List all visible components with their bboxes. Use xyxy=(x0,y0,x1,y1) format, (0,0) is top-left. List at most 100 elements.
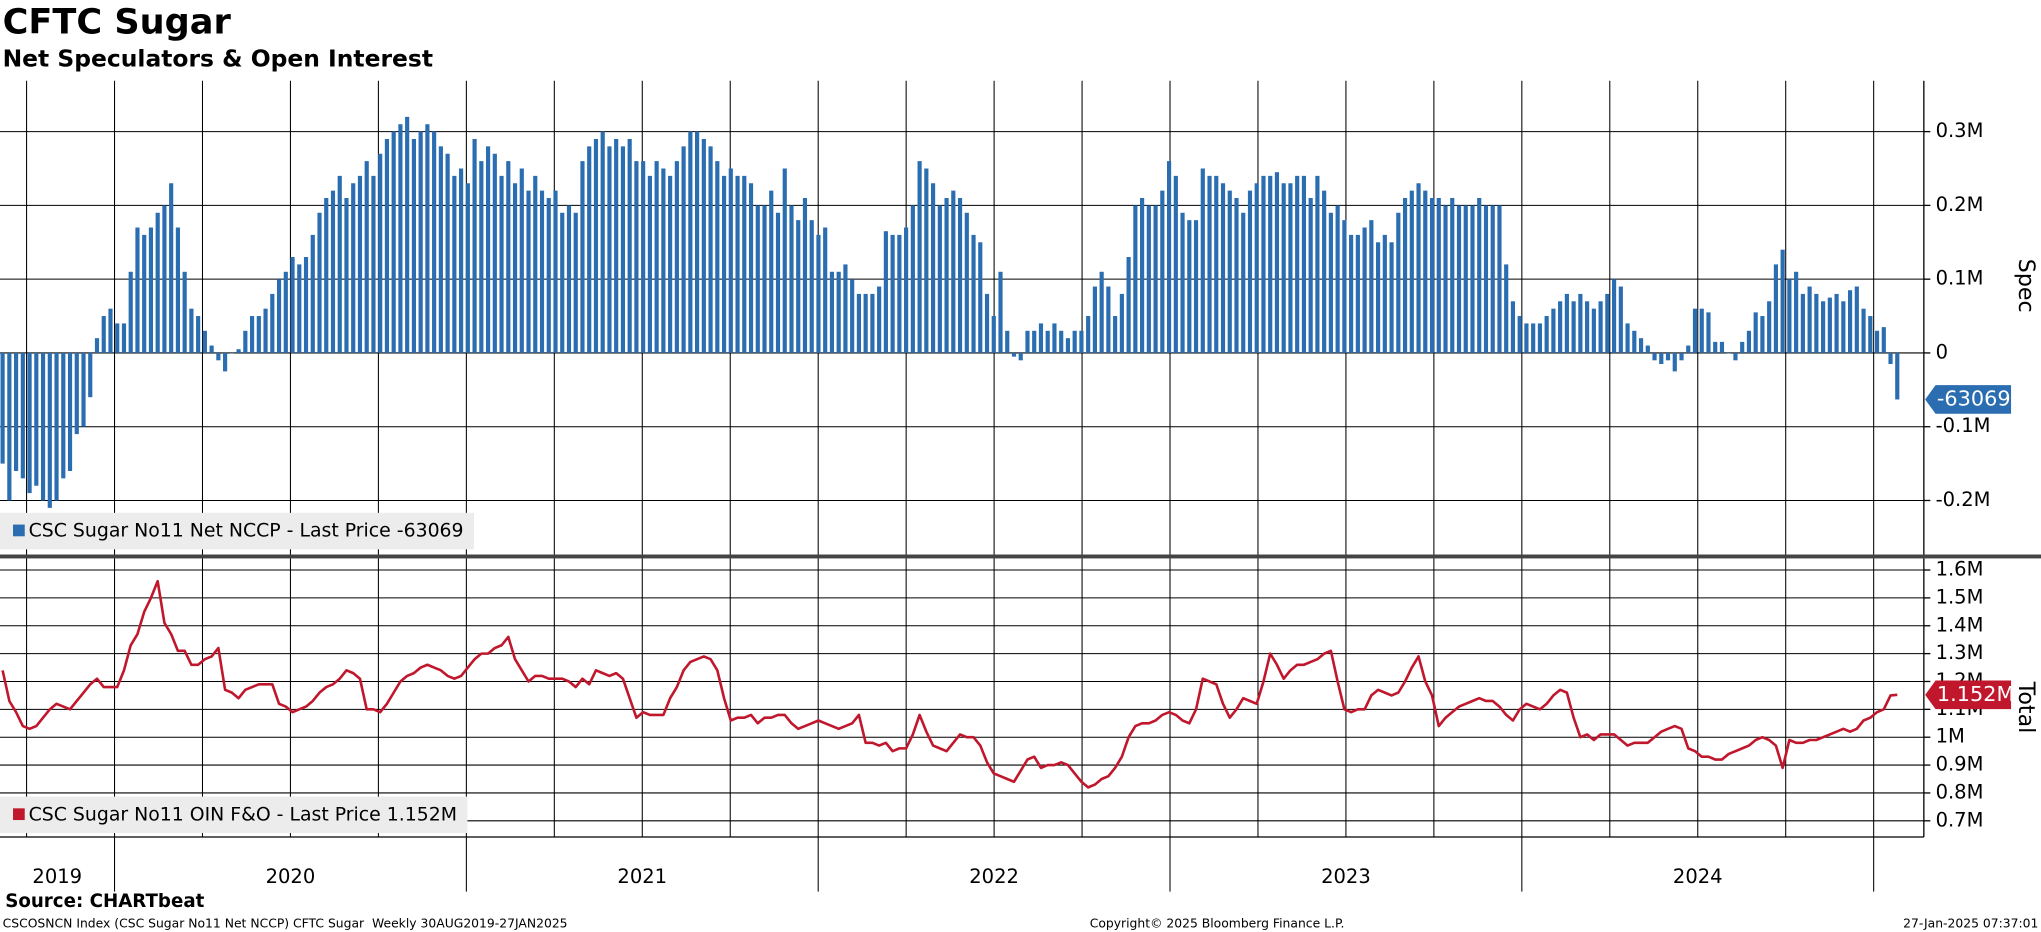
bar xyxy=(452,175,457,353)
bar xyxy=(445,153,450,353)
bar xyxy=(438,146,443,353)
bar xyxy=(1571,301,1576,353)
y-tick-label: 1.4M xyxy=(1936,613,1984,636)
bar xyxy=(782,168,787,353)
y-tick-label: -0.2M xyxy=(1936,488,1991,511)
bar xyxy=(762,205,767,353)
bar xyxy=(229,352,234,354)
bar xyxy=(223,352,228,372)
bar xyxy=(1861,308,1866,353)
bar xyxy=(789,205,794,353)
bar xyxy=(249,316,255,353)
bar xyxy=(1767,301,1772,353)
bar xyxy=(1200,168,1205,353)
bar xyxy=(1524,323,1529,353)
bar xyxy=(917,161,922,353)
bar xyxy=(587,146,592,353)
bar xyxy=(1773,264,1778,353)
bar xyxy=(1652,352,1657,361)
y-tick-label: 1M xyxy=(1936,725,1965,748)
legend-swatch xyxy=(13,524,25,537)
bar xyxy=(263,308,268,353)
y-tick-label: 0.7M xyxy=(1936,808,1984,831)
bar xyxy=(74,352,79,435)
last-value-label: -63069 xyxy=(1937,386,2011,410)
bar xyxy=(1807,286,1812,353)
bar xyxy=(1800,293,1805,353)
bar xyxy=(627,138,632,353)
bar xyxy=(816,234,821,353)
bar xyxy=(101,316,106,353)
bar xyxy=(1470,205,1475,353)
bar xyxy=(1753,312,1758,353)
bar xyxy=(1119,293,1124,353)
bar xyxy=(560,212,565,353)
bar xyxy=(115,323,120,353)
bar xyxy=(1362,227,1367,353)
bar xyxy=(748,183,754,353)
bar xyxy=(94,338,100,353)
axis-title: Spec xyxy=(2013,259,2039,313)
bar xyxy=(351,183,356,353)
bar xyxy=(1025,330,1030,353)
bar xyxy=(735,175,740,353)
bar xyxy=(897,234,902,353)
bar xyxy=(910,205,915,353)
bar xyxy=(1416,183,1421,353)
bar xyxy=(607,146,612,353)
bar xyxy=(647,175,652,353)
bar xyxy=(14,352,19,471)
bar xyxy=(1706,312,1711,353)
bar xyxy=(1227,190,1232,353)
bar xyxy=(843,264,848,353)
bar xyxy=(196,316,201,353)
bar xyxy=(1342,220,1347,353)
bar xyxy=(1746,330,1752,353)
bar xyxy=(202,330,207,353)
bar xyxy=(357,175,363,353)
bar xyxy=(405,116,410,353)
bar xyxy=(580,161,585,353)
bar xyxy=(1322,190,1327,353)
bar xyxy=(364,161,369,353)
bar xyxy=(0,352,5,464)
x-tick-label: 2022 xyxy=(969,865,1019,888)
bar xyxy=(1645,345,1650,353)
bar xyxy=(1881,327,1886,353)
panel-separator xyxy=(0,554,2041,559)
bar xyxy=(499,175,504,353)
bar xyxy=(1598,301,1603,353)
bar xyxy=(209,345,214,353)
bar xyxy=(1274,172,1280,353)
bar xyxy=(930,183,936,353)
bar xyxy=(1295,175,1300,353)
bar xyxy=(337,175,342,353)
bar xyxy=(1382,234,1387,353)
bar xyxy=(67,352,73,471)
bar xyxy=(1854,286,1859,353)
bar xyxy=(883,231,888,353)
y-tick-label: 0.1M xyxy=(1936,267,1984,290)
bar xyxy=(1328,212,1333,353)
bar xyxy=(1834,293,1839,353)
bar xyxy=(1355,234,1360,353)
legend-label: CSC Sugar No11 OIN F&O - Last Price 1.15… xyxy=(29,803,457,825)
bar xyxy=(553,190,558,353)
bar xyxy=(324,198,329,353)
last-value-label: 1.152M xyxy=(1937,682,2015,706)
bar xyxy=(418,131,423,353)
bar xyxy=(1254,183,1259,353)
bar xyxy=(1234,198,1239,353)
bar xyxy=(1585,301,1590,353)
bar xyxy=(1402,198,1408,353)
bar xyxy=(1868,316,1873,353)
bar xyxy=(715,161,720,353)
bar xyxy=(1409,190,1414,353)
bar xyxy=(1814,293,1819,353)
bar xyxy=(1072,330,1077,353)
x-tick-label: 2023 xyxy=(1321,865,1371,888)
bar xyxy=(728,168,733,353)
bar xyxy=(614,138,619,353)
bar xyxy=(593,138,599,353)
